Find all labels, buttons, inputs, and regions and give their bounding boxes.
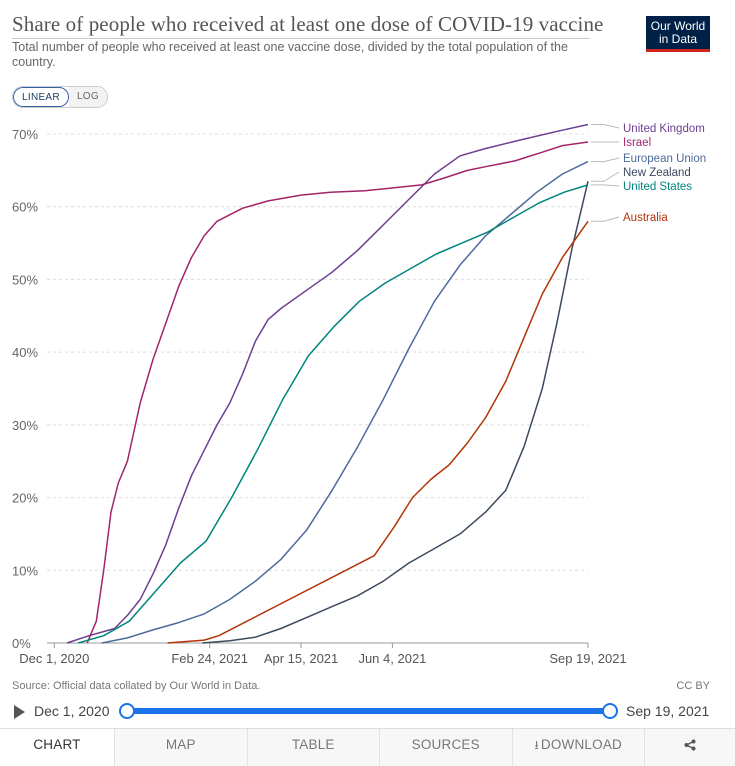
series-line[interactable] (77, 184, 589, 644)
series-line[interactable] (86, 141, 589, 644)
series-end-label[interactable]: Israel (623, 137, 651, 149)
timeline-end-label: Sep 19, 2021 (626, 703, 710, 719)
label-leader-line (591, 157, 620, 163)
tab-chart[interactable]: CHART (0, 729, 115, 766)
chart-subtitle: Total number of people who received at l… (12, 40, 568, 69)
y-tick-label: 10% (12, 563, 38, 578)
series-line[interactable] (66, 123, 589, 644)
x-tick-label: Apr 15, 2021 (264, 651, 338, 666)
timeline-start-label: Dec 1, 2020 (34, 703, 110, 719)
x-tick-label: Feb 24, 2021 (171, 651, 248, 666)
chart-title: Share of people who received at least on… (12, 12, 604, 36)
series-end-label[interactable]: New Zealand (623, 167, 691, 179)
y-tick-label: 70% (12, 127, 38, 142)
y-tick-label: 60% (12, 200, 38, 215)
download-label: DOWNLOAD (540, 737, 622, 752)
y-tick-label: 20% (12, 491, 38, 506)
y-tick-label: 0% (12, 636, 31, 651)
share-icon (684, 739, 696, 751)
source-note: Source: Official data collated by Our Wo… (12, 680, 261, 692)
timeline: Dec 1, 2020 Sep 19, 2021 (12, 700, 712, 724)
series-line[interactable] (202, 181, 589, 644)
series-end-label[interactable]: Australia (623, 212, 668, 224)
tab-table[interactable]: TABLE (248, 729, 380, 766)
series-line[interactable] (101, 160, 589, 644)
label-leader-line (591, 171, 620, 182)
line-chart: 0% 10% 20% 30% 40% 50% 60% 70% Dec 1, 2020 Feb 24… (12, 123, 706, 666)
license-label[interactable]: CC BY (676, 680, 710, 692)
scale-toggle: LINEAR LOG (12, 86, 108, 108)
tab-download[interactable]: ⭳ DOWNLOAD (513, 729, 645, 766)
y-tick-label: 30% (12, 418, 38, 433)
series-end-label[interactable]: United Kingdom (623, 123, 705, 135)
x-tick-label: Dec 1, 2020 (19, 651, 89, 666)
title-underline (12, 38, 590, 39)
tab-share[interactable] (645, 729, 735, 766)
logo-line-2: in Data (658, 32, 698, 46)
x-tick-label: Sep 19, 2021 (549, 651, 626, 666)
tab-map[interactable]: MAP (115, 729, 248, 766)
y-tick-label: 40% (12, 345, 38, 360)
series-end-label[interactable]: United States (623, 181, 692, 193)
series-line[interactable] (167, 220, 589, 644)
series-end-label[interactable]: European Union (623, 153, 706, 165)
download-icon: ⭳ (534, 738, 539, 752)
linear-scale-button[interactable]: LINEAR (13, 87, 69, 107)
timeline-end-handle[interactable] (602, 703, 618, 719)
label-leader-line (591, 124, 620, 129)
label-leader-line (591, 216, 620, 222)
timeline-track[interactable] (129, 708, 610, 714)
play-icon[interactable] (14, 705, 25, 719)
owid-logo[interactable]: Our World in Data (646, 16, 710, 52)
logo-line-1: Our World (650, 19, 706, 33)
label-leader-line (591, 184, 620, 187)
x-tick-label: Jun 4, 2021 (358, 651, 426, 666)
tab-bar: CHART MAP TABLE SOURCES ⭳ DOWNLOAD (0, 728, 735, 766)
y-tick-label: 50% (12, 272, 38, 287)
timeline-start-handle[interactable] (119, 703, 135, 719)
log-scale-button[interactable]: LOG (68, 87, 107, 107)
tab-sources[interactable]: SOURCES (380, 729, 513, 766)
